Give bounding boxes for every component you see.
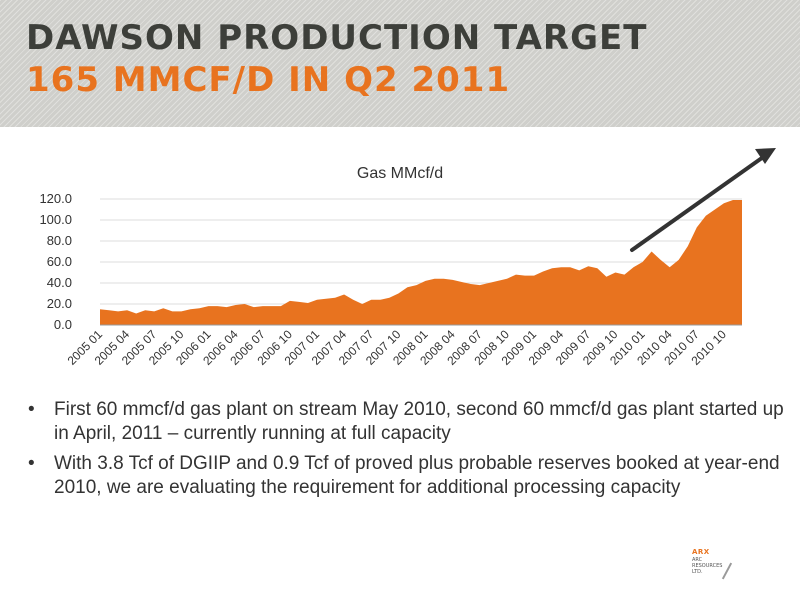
data-point <box>651 251 653 253</box>
data-point <box>180 310 182 312</box>
data-point <box>361 303 363 305</box>
data-point <box>569 266 571 268</box>
chart-title: Gas MMcf/d <box>357 165 443 182</box>
data-point <box>99 308 101 310</box>
data-point <box>117 310 119 312</box>
data-point <box>334 297 336 299</box>
data-point <box>307 302 309 304</box>
logo-wordmark: ARX <box>692 548 710 556</box>
data-point <box>208 305 210 307</box>
data-point <box>696 226 698 228</box>
y-tick-label: 60.0 <box>47 254 72 269</box>
bullet-item-plants: • First 60 mmcf/d gas plant on stream Ma… <box>28 398 788 446</box>
data-point <box>506 278 508 280</box>
data-point <box>425 280 427 282</box>
data-point <box>244 303 246 305</box>
data-point <box>623 274 625 276</box>
y-tick-label: 20.0 <box>47 296 72 311</box>
bullet-text: With 3.8 Tcf of DGIIP and 0.9 Tcf of pro… <box>54 453 780 498</box>
data-point <box>497 280 499 282</box>
data-point <box>632 266 634 268</box>
data-point <box>397 293 399 295</box>
bullet-marker: • <box>28 399 35 420</box>
bullet-item-reserves: • With 3.8 Tcf of DGIIP and 0.9 Tcf of p… <box>28 452 788 500</box>
title-banner: DAWSON PRODUCTION TARGET 165 MMCF/D IN Q… <box>0 0 800 127</box>
data-point <box>605 276 607 278</box>
data-point <box>687 245 689 247</box>
data-point <box>135 312 137 314</box>
data-point <box>524 275 526 277</box>
trend-arrow-head <box>755 148 776 164</box>
data-point <box>162 307 164 309</box>
gas-production-chart: Gas MMcf/d0.020.040.060.080.0100.0120.02… <box>39 148 776 368</box>
gas-volume-area <box>100 200 742 325</box>
trend-arrow-shaft <box>630 154 766 252</box>
data-point <box>533 275 535 277</box>
data-point <box>370 299 372 301</box>
data-point <box>379 299 381 301</box>
data-point <box>443 278 445 280</box>
data-point <box>217 305 219 307</box>
data-point <box>723 202 725 204</box>
data-point <box>515 274 517 276</box>
data-point <box>705 215 707 217</box>
bullet-list: • First 60 mmcf/d gas plant on stream Ma… <box>28 398 788 506</box>
data-point <box>189 308 191 310</box>
data-point <box>144 309 146 311</box>
data-point <box>325 298 327 300</box>
slide-title: DAWSON PRODUCTION TARGET <box>26 18 648 58</box>
data-point <box>560 266 562 268</box>
data-point <box>153 310 155 312</box>
data-point <box>434 278 436 280</box>
data-point <box>678 259 680 261</box>
data-point <box>660 259 662 261</box>
data-point <box>108 309 110 311</box>
data-point <box>714 209 716 211</box>
data-point <box>578 269 580 271</box>
data-point <box>271 305 273 307</box>
data-point <box>452 279 454 281</box>
y-tick-label: 100.0 <box>39 212 72 227</box>
data-point <box>262 305 264 307</box>
data-point <box>461 281 463 283</box>
data-point <box>741 199 743 201</box>
data-point <box>596 267 598 269</box>
data-point <box>732 199 734 201</box>
data-point <box>614 272 616 274</box>
y-tick-label: 40.0 <box>47 275 72 290</box>
data-point <box>669 266 671 268</box>
bullet-text: First 60 mmcf/d gas plant on stream May … <box>54 399 784 444</box>
y-tick-label: 0.0 <box>54 317 72 332</box>
arc-resources-logo: ARX ARC RESOURCES LTD. <box>692 548 752 588</box>
data-point <box>126 309 128 311</box>
data-point <box>253 306 255 308</box>
data-point <box>542 270 544 272</box>
data-point <box>388 297 390 299</box>
logo-company-name: ARC RESOURCES LTD. <box>692 557 723 575</box>
data-point <box>406 286 408 288</box>
data-point <box>289 300 291 302</box>
data-point <box>226 306 228 308</box>
data-point <box>235 304 237 306</box>
data-point <box>587 265 589 267</box>
data-point <box>343 294 345 296</box>
data-point <box>198 307 200 309</box>
data-point <box>280 305 282 307</box>
data-point <box>171 310 173 312</box>
data-point <box>415 284 417 286</box>
data-point <box>298 301 300 303</box>
data-point <box>479 284 481 286</box>
slide-subtitle: 165 MMCF/D IN Q2 2011 <box>26 60 511 100</box>
data-point <box>316 299 318 301</box>
y-tick-label: 120.0 <box>39 191 72 206</box>
data-point <box>352 299 354 301</box>
data-point <box>551 267 553 269</box>
data-point <box>470 283 472 285</box>
y-tick-label: 80.0 <box>47 233 72 248</box>
bullet-marker: • <box>28 453 35 474</box>
data-point <box>642 261 644 263</box>
data-point <box>488 282 490 284</box>
